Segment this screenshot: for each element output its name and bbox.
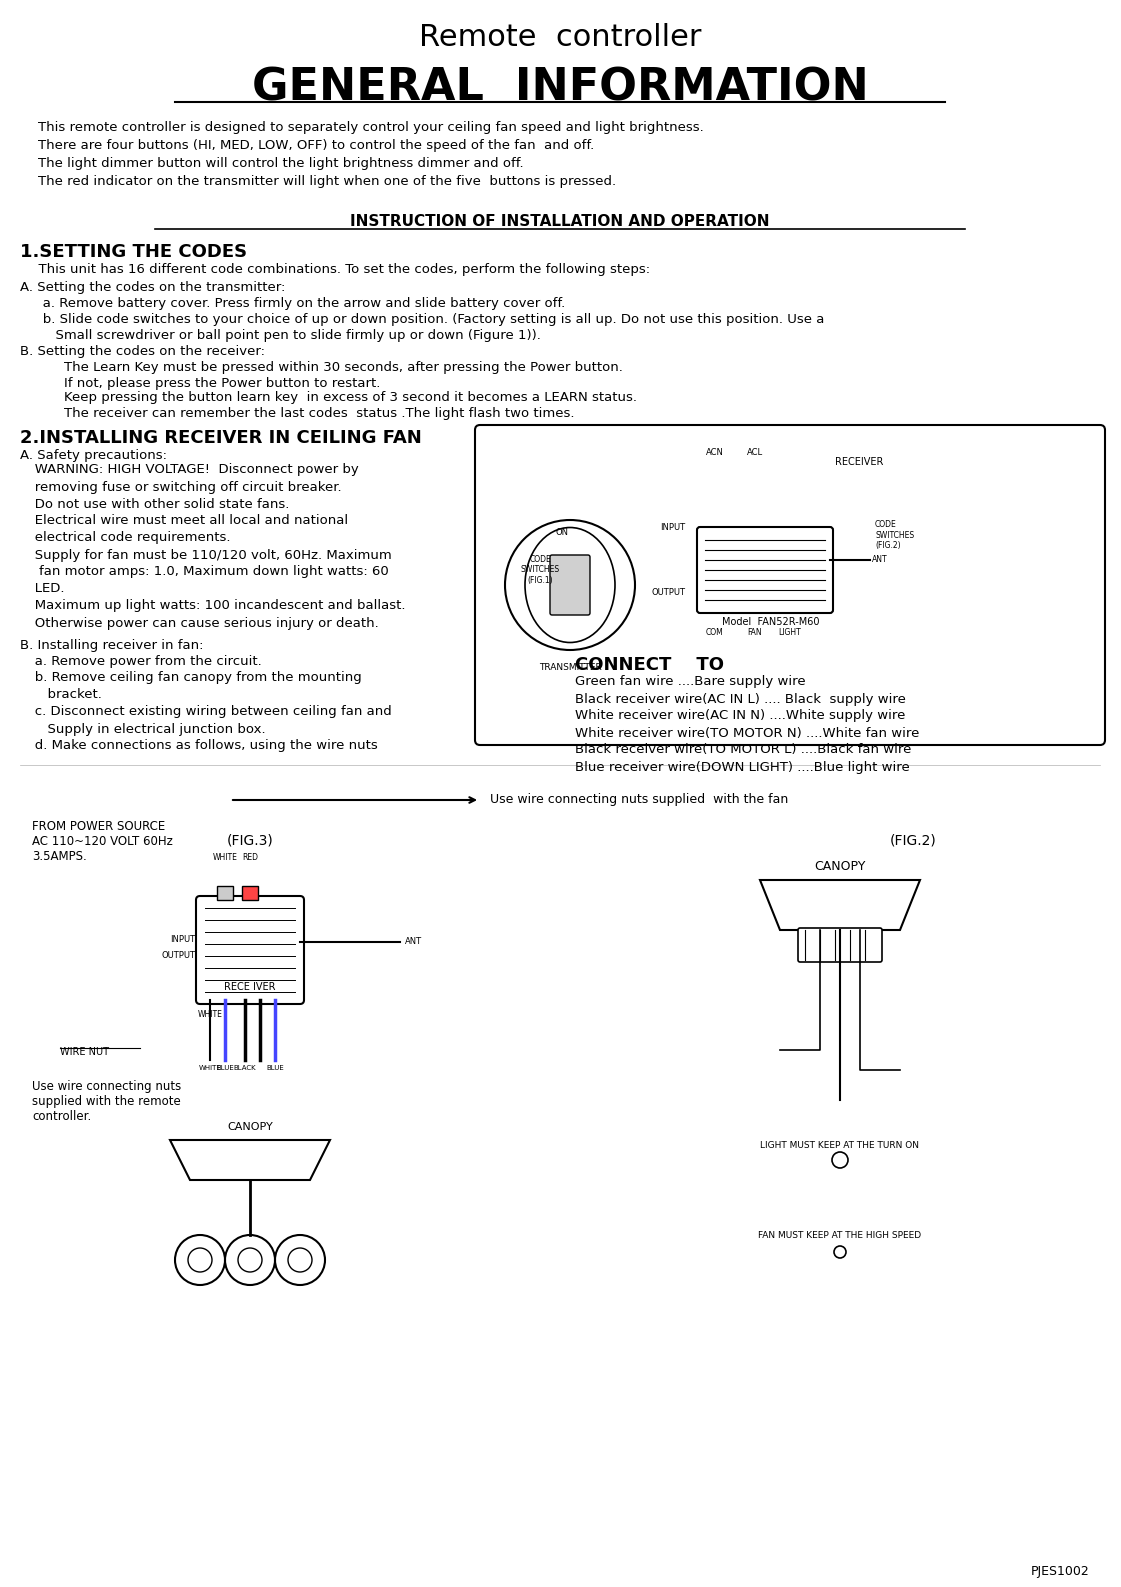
Polygon shape <box>760 881 920 930</box>
Text: 1.SETTING THE CODES: 1.SETTING THE CODES <box>20 243 247 260</box>
Text: bracket.: bracket. <box>22 689 102 701</box>
FancyBboxPatch shape <box>475 425 1105 744</box>
Text: LED.: LED. <box>22 582 65 595</box>
Text: a. Remove power from the circuit.: a. Remove power from the circuit. <box>22 654 261 668</box>
Text: Model  FAN52R-M60: Model FAN52R-M60 <box>723 617 819 627</box>
Text: B. Installing receiver in fan:: B. Installing receiver in fan: <box>20 638 204 652</box>
Text: Otherwise power can cause serious injury or death.: Otherwise power can cause serious injury… <box>22 616 379 630</box>
Text: WHITE: WHITE <box>197 1009 222 1019</box>
Text: RED: RED <box>242 852 258 862</box>
FancyBboxPatch shape <box>798 928 882 962</box>
Text: GENERAL  INFORMATION: GENERAL INFORMATION <box>251 67 869 110</box>
Text: White receiver wire(TO MOTOR N) ....White fan wire: White receiver wire(TO MOTOR N) ....Whit… <box>575 727 919 740</box>
Bar <box>242 886 258 900</box>
Text: b. Slide code switches to your choice of up or down position. (Factory setting i: b. Slide code switches to your choice of… <box>30 314 824 327</box>
Text: (FIG.3): (FIG.3) <box>226 833 274 847</box>
Text: Small screwdriver or ball point pen to slide firmly up or down (Figure 1)).: Small screwdriver or ball point pen to s… <box>30 329 540 341</box>
Text: WHITE: WHITE <box>198 1065 221 1071</box>
Text: The Learn Key must be pressed within 30 seconds, after pressing the Power button: The Learn Key must be pressed within 30 … <box>30 362 623 375</box>
Text: The receiver can remember the last codes  status .The light flash two times.: The receiver can remember the last codes… <box>30 406 574 419</box>
FancyBboxPatch shape <box>697 527 833 613</box>
Text: White receiver wire(AC IN N) ....White supply wire: White receiver wire(AC IN N) ....White s… <box>575 709 906 722</box>
Text: Supply in electrical junction box.: Supply in electrical junction box. <box>22 722 266 735</box>
Text: BLUE: BLUE <box>216 1065 234 1071</box>
Text: Keep pressing the button learn key  in excess of 3 second it becomes a LEARN sta: Keep pressing the button learn key in ex… <box>30 392 637 405</box>
Text: a. Remove battery cover. Press firmly on the arrow and slide battery cover off.: a. Remove battery cover. Press firmly on… <box>30 297 565 309</box>
Text: A. Setting the codes on the transmitter:: A. Setting the codes on the transmitter: <box>20 281 286 294</box>
Text: BLACK: BLACK <box>233 1065 257 1071</box>
Text: ACN: ACN <box>706 448 724 457</box>
Text: CANOPY: CANOPY <box>814 860 865 873</box>
Text: 2.INSTALLING RECEIVER IN CEILING FAN: 2.INSTALLING RECEIVER IN CEILING FAN <box>20 428 421 448</box>
Text: electrical code requirements.: electrical code requirements. <box>22 532 231 544</box>
Text: ANT: ANT <box>872 555 888 565</box>
Text: d. Make connections as follows, using the wire nuts: d. Make connections as follows, using th… <box>22 740 378 752</box>
Text: WARNING: HIGH VOLTAGE!  Disconnect power by: WARNING: HIGH VOLTAGE! Disconnect power … <box>22 463 359 476</box>
Text: INPUT: INPUT <box>660 524 685 532</box>
Text: OUTPUT: OUTPUT <box>161 951 195 960</box>
Text: FROM POWER SOURCE
AC 110~120 VOLT 60Hz
3.5AMPS.: FROM POWER SOURCE AC 110~120 VOLT 60Hz 3… <box>33 820 173 863</box>
Text: BLUE: BLUE <box>266 1065 284 1071</box>
Text: B. Setting the codes on the receiver:: B. Setting the codes on the receiver: <box>20 346 265 359</box>
Text: Blue receiver wire(DOWN LIGHT) ....Blue light wire: Blue receiver wire(DOWN LIGHT) ....Blue … <box>575 760 910 773</box>
Text: CANOPY: CANOPY <box>228 1122 272 1132</box>
Text: WIRE NUT: WIRE NUT <box>61 1047 109 1057</box>
Text: Do not use with other solid state fans.: Do not use with other solid state fans. <box>22 497 289 511</box>
Text: INPUT: INPUT <box>170 935 195 944</box>
Text: OUTPUT: OUTPUT <box>651 589 685 597</box>
Text: This remote controller is designed to separately control your ceiling fan speed : This remote controller is designed to se… <box>38 122 704 135</box>
Text: WHITE: WHITE <box>213 852 238 862</box>
Text: LIGHT MUST KEEP AT THE TURN ON: LIGHT MUST KEEP AT THE TURN ON <box>760 1141 919 1149</box>
Text: This unit has 16 different code combinations. To set the codes, perform the foll: This unit has 16 different code combinat… <box>30 263 650 276</box>
FancyBboxPatch shape <box>550 555 590 616</box>
Text: Use wire connecting nuts supplied  with the fan: Use wire connecting nuts supplied with t… <box>490 794 788 806</box>
Text: CONNECT    TO: CONNECT TO <box>575 655 724 674</box>
Text: Use wire connecting nuts
supplied with the remote
controller.: Use wire connecting nuts supplied with t… <box>33 1081 182 1124</box>
FancyBboxPatch shape <box>196 897 304 1005</box>
Text: The red indicator on the transmitter will light when one of the five  buttons is: The red indicator on the transmitter wil… <box>38 176 617 189</box>
Text: If not, please press the Power button to restart.: If not, please press the Power button to… <box>30 376 380 389</box>
Text: ANT: ANT <box>405 938 423 946</box>
Text: Supply for fan must be 110/120 volt, 60Hz. Maximum: Supply for fan must be 110/120 volt, 60H… <box>22 549 391 562</box>
Text: Maximum up light watts: 100 incandescent and ballast.: Maximum up light watts: 100 incandescent… <box>22 600 406 613</box>
Text: fan motor amps: 1.0, Maximum down light watts: 60: fan motor amps: 1.0, Maximum down light … <box>22 565 389 579</box>
Text: RECEIVER: RECEIVER <box>835 457 883 467</box>
Text: TRANSMITTER: TRANSMITTER <box>538 663 601 671</box>
Text: LIGHT: LIGHT <box>779 628 802 636</box>
Text: Electrical wire must meet all local and national: Electrical wire must meet all local and … <box>22 514 349 527</box>
Text: Black receiver wire(TO MOTOR L) ....Black fan wire: Black receiver wire(TO MOTOR L) ....Blac… <box>575 743 911 757</box>
Text: FAN: FAN <box>748 628 762 636</box>
Text: CODE
SWITCHES
(FIG.2): CODE SWITCHES (FIG.2) <box>876 521 914 551</box>
Text: There are four buttons (HI, MED, LOW, OFF) to control the speed of the fan  and : There are four buttons (HI, MED, LOW, OF… <box>38 140 594 152</box>
Text: ACL: ACL <box>747 448 763 457</box>
Text: FAN MUST KEEP AT THE HIGH SPEED: FAN MUST KEEP AT THE HIGH SPEED <box>759 1230 921 1239</box>
Text: A. Safety precautions:: A. Safety precautions: <box>20 449 167 462</box>
Text: Remote  controller: Remote controller <box>419 24 702 52</box>
Text: ON: ON <box>556 528 568 536</box>
Text: PJES1002: PJES1002 <box>1031 1565 1090 1579</box>
Text: RECE IVER: RECE IVER <box>224 982 276 992</box>
Text: COM: COM <box>706 628 724 636</box>
Text: Black receiver wire(AC IN L) .... Black  supply wire: Black receiver wire(AC IN L) .... Black … <box>575 692 906 706</box>
Text: b. Remove ceiling fan canopy from the mounting: b. Remove ceiling fan canopy from the mo… <box>22 671 362 684</box>
Text: The light dimmer button will control the light brightness dimmer and off.: The light dimmer button will control the… <box>38 157 524 170</box>
Text: CODE
SWITCHES
(FIG.1): CODE SWITCHES (FIG.1) <box>520 555 559 586</box>
Bar <box>217 886 233 900</box>
Polygon shape <box>170 1139 330 1181</box>
Text: Green fan wire ....Bare supply wire: Green fan wire ....Bare supply wire <box>575 676 806 689</box>
Text: c. Disconnect existing wiring between ceiling fan and: c. Disconnect existing wiring between ce… <box>22 706 391 719</box>
Text: (FIG.2): (FIG.2) <box>890 833 937 847</box>
Text: INSTRUCTION OF INSTALLATION AND OPERATION: INSTRUCTION OF INSTALLATION AND OPERATIO… <box>350 214 770 230</box>
Text: removing fuse or switching off circuit breaker.: removing fuse or switching off circuit b… <box>22 481 342 494</box>
